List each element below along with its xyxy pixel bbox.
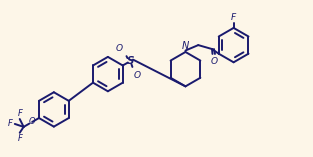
Text: F: F (17, 109, 22, 118)
Text: O: O (29, 117, 35, 127)
Text: S: S (127, 56, 134, 66)
Text: O: O (115, 44, 123, 53)
Text: F: F (8, 119, 13, 128)
Text: F: F (17, 134, 22, 143)
Text: N: N (182, 41, 189, 51)
Text: F: F (231, 13, 236, 22)
Text: O: O (210, 57, 218, 66)
Text: O: O (133, 71, 141, 80)
